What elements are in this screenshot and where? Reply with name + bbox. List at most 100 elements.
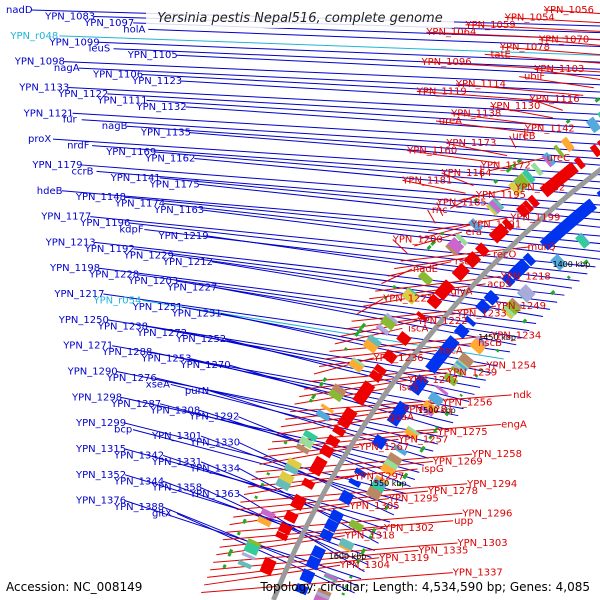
cog-gene <box>427 391 445 407</box>
rna-mark <box>583 259 589 265</box>
right-gene-label: ubiF <box>524 72 545 83</box>
left-leader-line <box>124 422 407 495</box>
right-leader-line <box>451 113 544 126</box>
cog-gene <box>348 519 365 533</box>
right-gene-label: YPN_1182 <box>514 183 565 194</box>
left-leader-line <box>103 293 511 353</box>
rna-mark <box>357 327 363 333</box>
right-gene-label: YPN_1302 <box>383 523 434 534</box>
left-gene-label: nrdF <box>67 141 90 152</box>
forward-gene <box>348 477 362 488</box>
right-leader-line <box>381 268 413 285</box>
left-leader-line <box>146 99 600 129</box>
left-gene-label: YPN_1292 <box>188 412 239 423</box>
rna-mark <box>507 166 513 172</box>
cog-gene <box>298 435 315 450</box>
rna-mark <box>266 472 271 476</box>
left-leader-line <box>238 467 379 544</box>
left-gene-label: YPN_1352 <box>75 470 126 481</box>
left-gene-label: YPN_1315 <box>75 444 126 455</box>
left-gene-label: hdeB <box>37 186 63 197</box>
reverse-gene <box>301 477 316 490</box>
right-leader-line <box>435 120 535 134</box>
reverse-gene <box>501 218 515 231</box>
left-leader-line <box>209 390 429 459</box>
right-gene-label: ureB <box>512 131 535 142</box>
left-leader-line <box>224 338 470 403</box>
reverse-gene <box>259 561 275 576</box>
cog-gene <box>243 541 261 556</box>
right-leader-line <box>351 305 497 322</box>
left-leader-line <box>96 170 600 214</box>
rna-mark <box>433 428 437 433</box>
accession-text: Accession: NC_008149 <box>6 580 143 594</box>
reverse-gene <box>368 369 383 383</box>
right-leader-line <box>207 557 380 578</box>
forward-gene <box>570 209 585 224</box>
left-gene-label: YPN_1270 <box>180 360 231 371</box>
cog-gene <box>403 427 419 441</box>
left-leader-line <box>98 267 537 325</box>
right-gene-label: YPN_1064 <box>425 27 476 38</box>
right-leader-line <box>285 401 443 420</box>
left-gene-label: YPN_1376 <box>75 496 126 507</box>
left-leader-line <box>163 203 600 252</box>
cog-gene <box>302 429 318 443</box>
forward-gene <box>522 252 537 267</box>
left-gene-label: YPN_1252 <box>175 334 226 345</box>
left-leader-line <box>141 74 600 99</box>
right-gene-label: YPN_1249 <box>495 301 546 312</box>
rna-mark <box>430 240 436 247</box>
right-gene-label: YPN_1297 <box>353 471 404 482</box>
cog-gene <box>420 405 434 417</box>
forward-gene <box>539 236 554 251</box>
reverse-gene <box>522 200 534 213</box>
kbp-tick-label: 1550 kbp <box>369 479 407 488</box>
left-gene-label: YPN_1177 <box>40 212 91 223</box>
right-gene-label: YPN_1103 <box>533 64 584 75</box>
left-gene-label: YPN_1298 <box>71 392 122 403</box>
rna-mark <box>227 552 232 557</box>
forward-gene <box>560 215 578 233</box>
rna-mark <box>254 495 259 500</box>
right-leader-line <box>446 142 508 157</box>
right-leader-line <box>441 172 474 187</box>
left-gene-label: YPN_1331 <box>151 457 202 468</box>
left-gene-label: YPN_1231 <box>171 308 222 319</box>
right-leader-line <box>428 216 511 232</box>
rna-mark <box>354 331 360 337</box>
cog-gene <box>500 307 514 320</box>
left-leader-line <box>72 112 600 145</box>
right-leader-line <box>201 572 453 593</box>
reverse-gene <box>451 269 465 282</box>
left-gene-label: YPN_1121 <box>23 108 74 119</box>
cog-gene <box>488 199 502 214</box>
right-gene-label: YPN_1116 <box>529 94 580 105</box>
left-gene-label: YPN_r054 <box>93 296 142 307</box>
forward-gene <box>501 273 516 288</box>
cog-gene <box>507 181 522 196</box>
left-gene-label: YPN_1363 <box>189 489 240 500</box>
left-gene-label: YPN_1276 <box>106 373 157 384</box>
cog-gene <box>241 551 256 561</box>
reverse-gene <box>342 406 358 422</box>
right-leader-line <box>426 31 600 41</box>
reverse-gene <box>454 262 471 278</box>
left-leader-line <box>144 228 580 282</box>
forward-gene <box>294 583 309 596</box>
left-leader-line <box>148 28 600 48</box>
left-gene-label: nagA <box>54 63 80 74</box>
right-gene-label: YPN_1269 <box>432 457 483 468</box>
cog-gene <box>420 270 434 284</box>
rna-mark <box>360 322 367 329</box>
forward-gene <box>390 406 406 422</box>
rna-mark <box>493 179 499 184</box>
cog-gene <box>530 162 544 177</box>
left-leader-line <box>176 54 600 76</box>
forward-gene <box>443 339 456 352</box>
right-gene-label: YPN_1059 <box>465 20 516 31</box>
rna-mark <box>322 377 328 383</box>
cog-gene <box>376 323 390 336</box>
